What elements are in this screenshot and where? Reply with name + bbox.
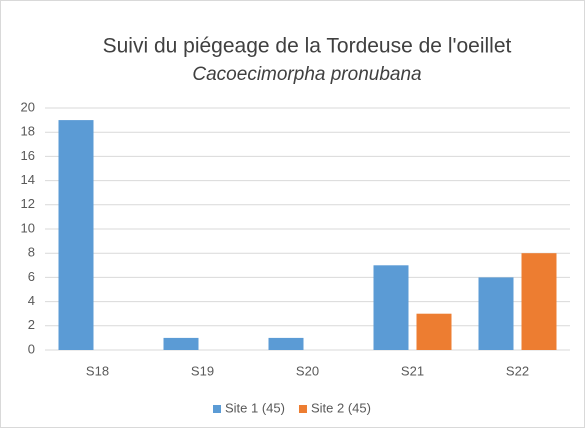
y-tick-label: 12 [21,196,35,211]
x-tick-label: S22 [506,363,529,378]
y-tick-label: 14 [21,172,35,187]
x-tick-label: S20 [296,363,319,378]
legend-label: Site 1 (45) [225,400,285,415]
chart-subtitle: Cacoecimorpha pronubana [192,64,421,85]
x-tick-label: S18 [86,363,109,378]
bar [58,120,94,350]
bar [521,253,557,350]
y-tick-label: 6 [28,269,35,284]
y-tick-label: 0 [28,341,35,356]
bar [373,265,409,350]
bar [416,313,452,350]
y-tick-label: 8 [28,245,35,260]
y-tick-label: 10 [21,220,35,235]
y-tick-label: 16 [21,148,35,163]
x-tick-label: S19 [191,363,214,378]
y-tick-label: 18 [21,124,35,139]
y-tick-label: 4 [28,293,35,308]
legend-label: Site 2 (45) [311,400,371,415]
legend-swatch [213,405,221,413]
y-tick-label: 20 [21,99,35,114]
bar [478,277,514,350]
x-tick-label: S21 [401,363,424,378]
bar [268,337,304,350]
chart-title: Suivi du piégeage de la Tordeuse de l'oe… [103,35,512,58]
legend-swatch [298,405,307,413]
y-tick-label: 2 [28,317,35,332]
bar [163,337,199,350]
